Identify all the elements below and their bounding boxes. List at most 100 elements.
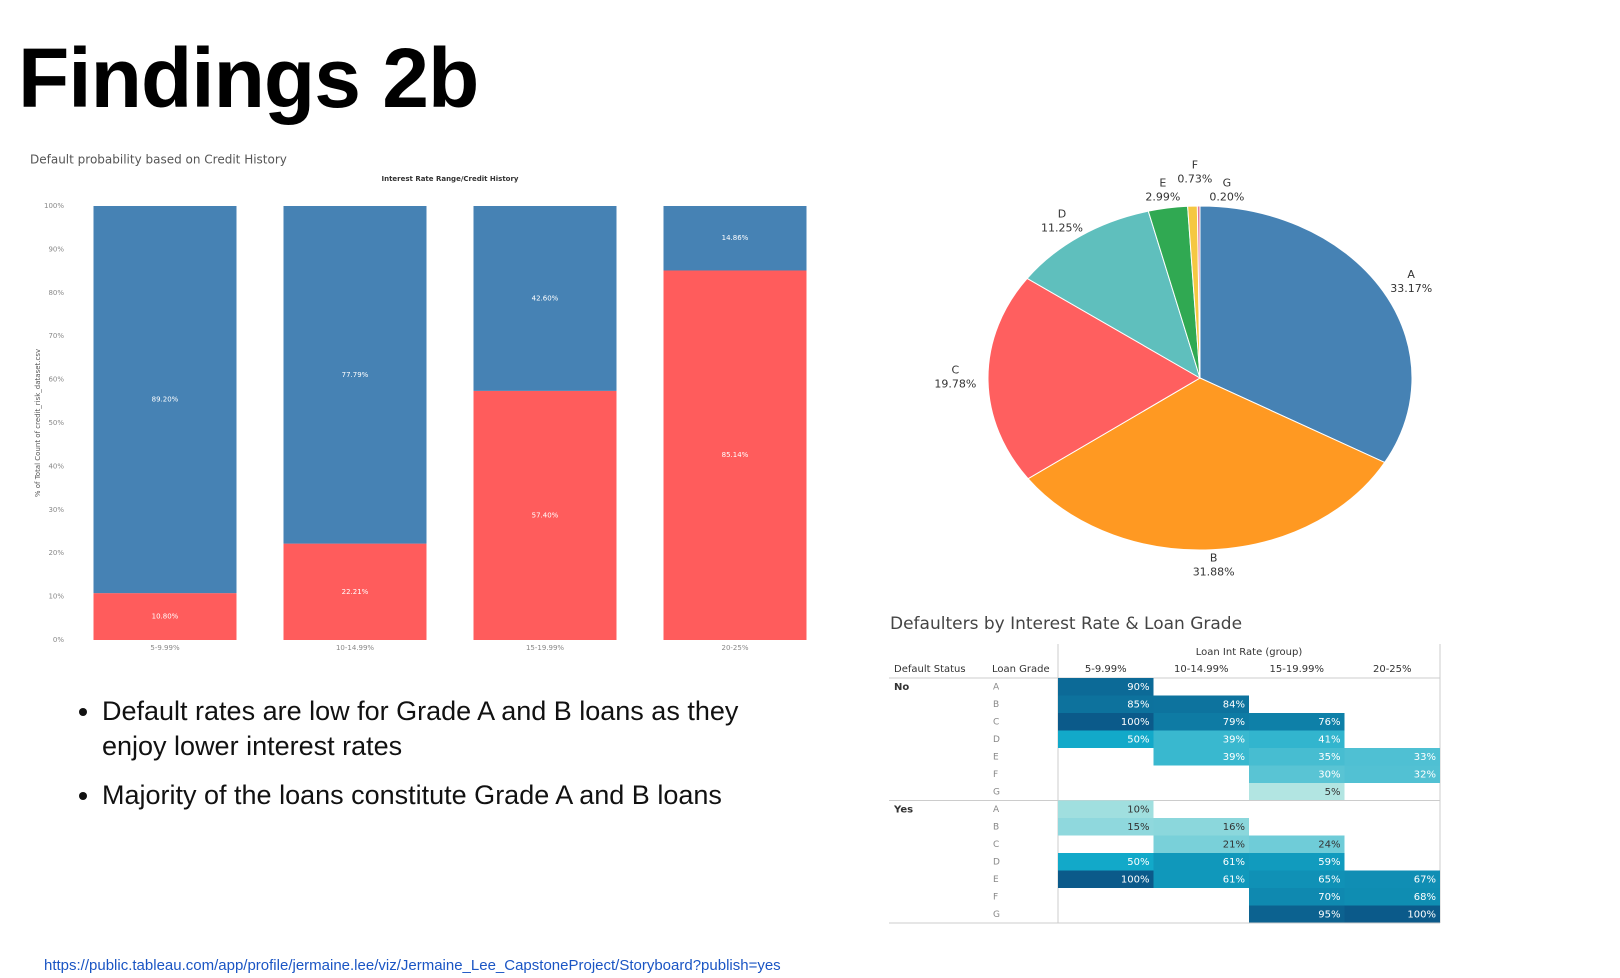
cell-label: 76% [1318, 717, 1340, 728]
y-tick-label: 80% [48, 289, 64, 297]
cell-label: 30% [1318, 769, 1340, 780]
row-label: E [993, 752, 999, 762]
heat-cell [1249, 905, 1345, 923]
pie-value-label: 2.99% [1145, 191, 1180, 204]
pie-value-label: 19.78% [934, 378, 976, 391]
pie-slice [1196, 205, 1201, 379]
pie-label: D [1058, 207, 1066, 220]
bar-value-label: 10.80% [152, 613, 179, 621]
heat-cell [1344, 870, 1440, 888]
heat-cell [1344, 748, 1440, 766]
row-label: D [993, 735, 1000, 745]
bar-value-label: 14.86% [722, 234, 749, 242]
cell-label: 5% [1325, 787, 1341, 798]
cell-label: 61% [1223, 874, 1245, 885]
cell-label: 35% [1318, 752, 1340, 763]
heat-cell [1058, 713, 1154, 731]
x-tick-label: 10-14.99% [336, 644, 374, 652]
cell-label: 16% [1223, 822, 1245, 833]
y-tick-label: 10% [48, 593, 64, 601]
heat-cell [1058, 695, 1154, 713]
row-label: D [993, 857, 1000, 867]
bar-segment [663, 206, 807, 271]
pie-label: E [1159, 177, 1166, 190]
cell-label: 100% [1407, 909, 1436, 920]
column-header: 5-9.99% [1085, 664, 1127, 675]
heat-cell [1344, 905, 1440, 923]
row-label: B [993, 700, 999, 710]
pie-slice [987, 277, 1201, 480]
bar-segment [283, 206, 427, 544]
row-header: Default Status [894, 664, 966, 675]
row-label: E [993, 875, 999, 885]
y-tick-label: 30% [48, 506, 64, 514]
heat-cell [1153, 870, 1249, 888]
row-label: G [993, 910, 1000, 920]
heat-cell [1153, 853, 1249, 871]
heat-cell [1249, 748, 1345, 766]
bar-value-label: 77.79% [342, 371, 369, 379]
pie-value-label: 33.17% [1390, 282, 1432, 295]
bar-segment [663, 270, 807, 640]
cell-label: 90% [1127, 682, 1149, 693]
bar-segment [93, 593, 237, 640]
cell-label: 79% [1223, 717, 1245, 728]
pie-value-label: 31.88% [1193, 565, 1235, 578]
bar-value-label: 85.14% [722, 451, 749, 459]
column-header: 20-25% [1373, 664, 1412, 675]
pie-value-label: 0.73% [1177, 173, 1212, 186]
bar-segment [283, 543, 427, 640]
heat-cell [1058, 678, 1154, 696]
heat-cell [1153, 835, 1249, 853]
pie-value-label: 0.20% [1209, 191, 1244, 204]
heat-cell [1153, 730, 1249, 748]
cell-label: 65% [1318, 874, 1340, 885]
bullet-list: Default rates are low for Grade A and B … [70, 694, 742, 827]
cell-label: 24% [1318, 839, 1340, 850]
row-label: F [993, 770, 998, 780]
cell-label: 95% [1318, 909, 1340, 920]
group-label: No [894, 682, 909, 693]
y-tick-label: 100% [44, 202, 64, 210]
bar-segment [473, 206, 617, 391]
heat-cell [1344, 888, 1440, 906]
heat-cell [1058, 853, 1154, 871]
row-label: F [993, 892, 998, 902]
heat-cell [1249, 765, 1345, 783]
row-label: A [993, 682, 1000, 692]
chart-subtitle: Interest Rate Range/Credit History [381, 175, 518, 183]
heat-cell [1153, 748, 1249, 766]
row-label: C [993, 717, 999, 727]
bar-segment [473, 390, 617, 640]
pie-label: C [952, 364, 960, 377]
cell-label: 10% [1127, 804, 1149, 815]
heat-cell [1153, 695, 1249, 713]
y-tick-label: 50% [48, 419, 64, 427]
row-label: G [993, 787, 1000, 797]
heat-cell [1344, 765, 1440, 783]
heat-cell [1249, 783, 1345, 801]
slide-title: Findings 2b [18, 31, 479, 125]
pie-label: A [1407, 268, 1415, 281]
y-tick-label: 0% [53, 636, 64, 644]
cell-label: 59% [1318, 857, 1340, 868]
heat-cell [1058, 800, 1154, 818]
heat-cell [1249, 730, 1345, 748]
cell-label: 41% [1318, 734, 1340, 745]
bar-value-label: 57.40% [532, 511, 559, 519]
row-label: B [993, 822, 999, 832]
cell-label: 68% [1414, 892, 1436, 903]
bar-segment [93, 206, 237, 594]
x-axis-label: Loan Int Rate (group) [1196, 647, 1303, 658]
group-label: Yes [893, 804, 913, 815]
cell-label: 61% [1223, 857, 1245, 868]
cell-label: 21% [1223, 839, 1245, 850]
bullet: Default rates are low for Grade A and B … [102, 694, 742, 764]
link[interactable]: https://public.tableau.com/app/profile/j… [44, 957, 781, 974]
y-axis-label: % of Total Count of credit_risk_dataset.… [34, 349, 42, 497]
y-tick-label: 90% [48, 245, 64, 253]
pie-slice [1026, 210, 1201, 380]
pie-label: F [1192, 159, 1198, 172]
heat-cell [1058, 818, 1154, 836]
